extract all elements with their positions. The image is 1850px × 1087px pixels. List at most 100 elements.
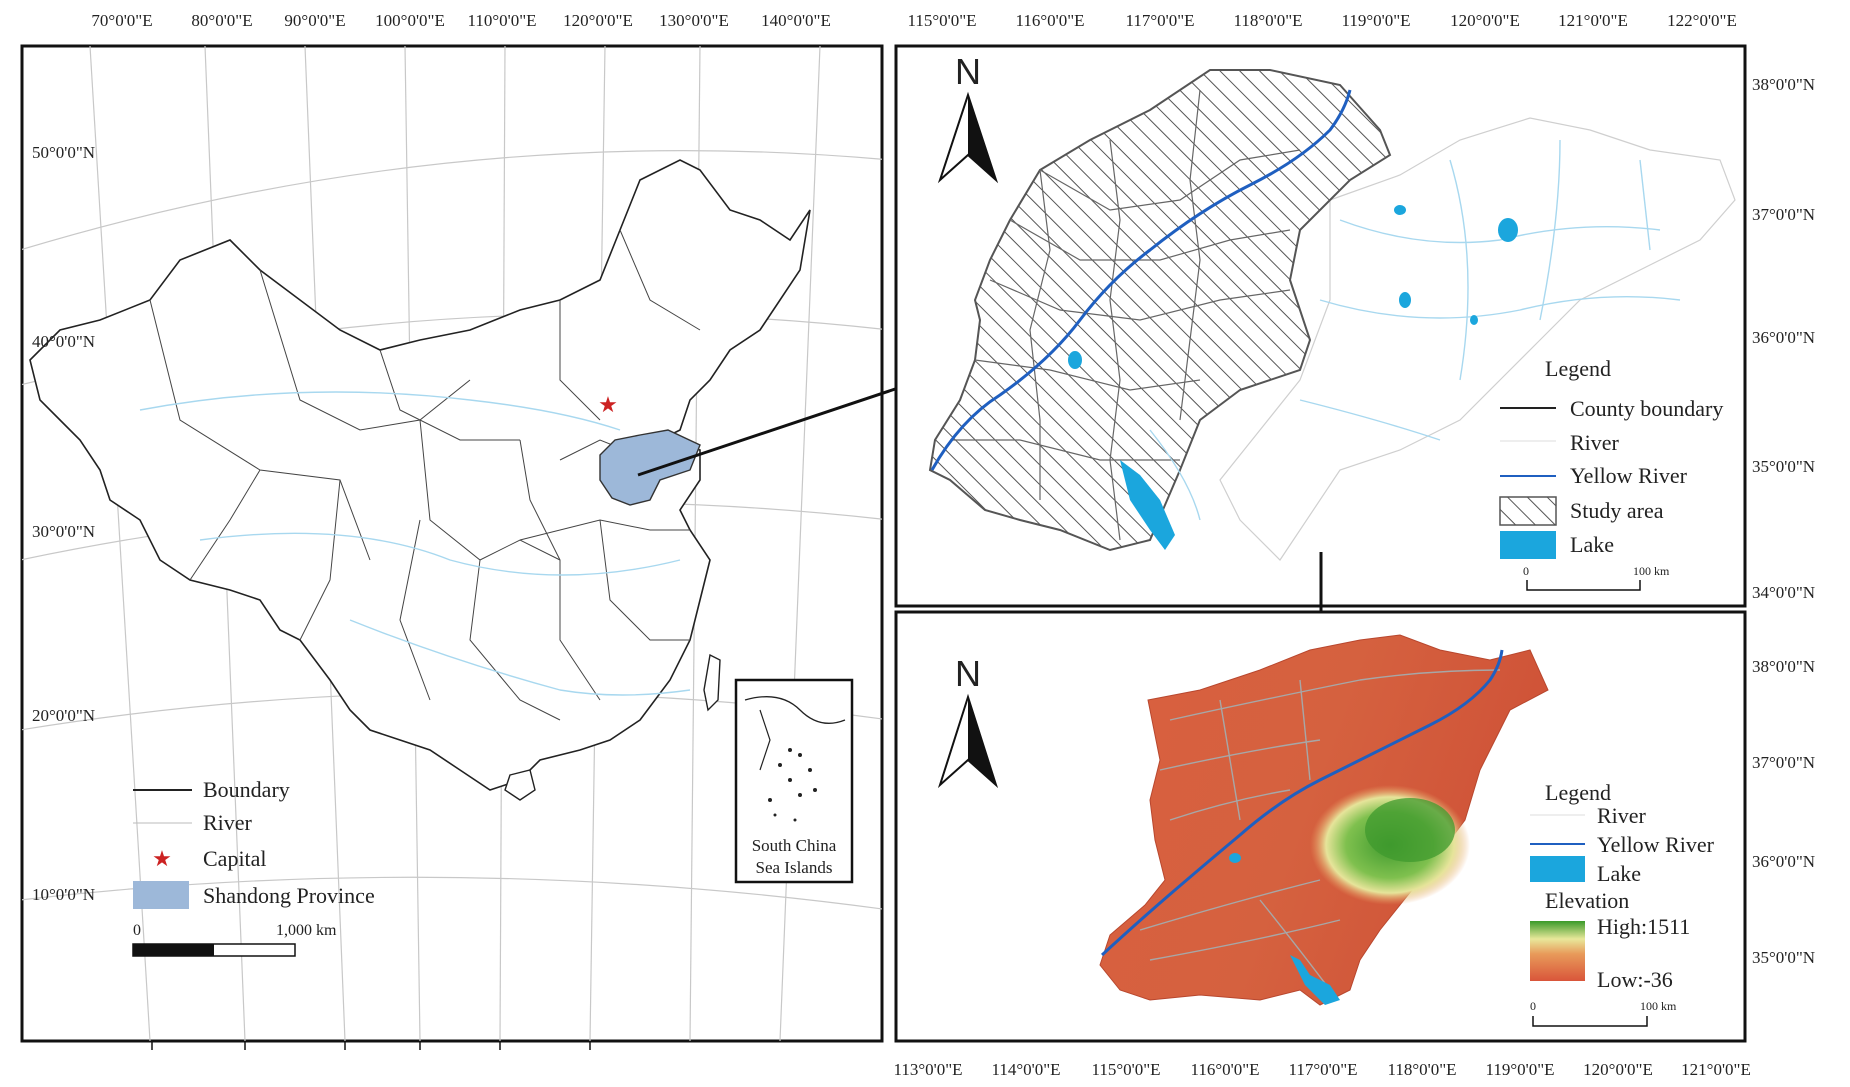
legend-bottom-lake-label: Lake [1597, 861, 1641, 886]
tick-br-120e: 120°0'0"E [1583, 1060, 1653, 1079]
legend-river-label: River [203, 810, 253, 835]
shandong-province-shape [599, 429, 701, 506]
scale-max: 1,000 km [276, 922, 337, 939]
hainan-island [504, 769, 536, 801]
tick-top-90e: 90°0'0"E [284, 11, 345, 30]
top-scale-max: 100 km [1633, 564, 1670, 578]
elevation-legend: Legend River Yellow River Lake Elevation… [1530, 780, 1715, 1027]
tick-tr-116e: 116°0'0"E [1015, 11, 1084, 30]
tick-top-100e: 100°0'0"E [375, 11, 445, 30]
tick-left-50n: 50°0'0"N [32, 143, 95, 162]
tick-br-115e: 115°0'0"E [1091, 1060, 1160, 1079]
tick-left-10n: 10°0'0"N [32, 885, 95, 904]
china-map-panel: ★ South China Sea Islands Boundary River… [20, 11, 967, 1043]
study-area-legend: Legend County boundary River Yellow Rive… [1499, 356, 1723, 591]
tick-tr-36n: 36°0'0"N [1752, 328, 1815, 347]
tick-left-30n: 30°0'0"N [32, 522, 95, 541]
tick-br-37n: 37°0'0"N [1752, 753, 1815, 772]
tick-br-38n: 38°0'0"N [1752, 657, 1815, 676]
legend-bottom-lake-swatch [1530, 856, 1585, 882]
tick-br-117e: 117°0'0"E [1288, 1060, 1357, 1079]
legend-elevation-low: Low:-36 [1597, 967, 1673, 992]
legend-shandong-label: Shandong Province [203, 883, 375, 908]
legend-boundary-label: Boundary [203, 777, 290, 802]
eastern-shandong-region [1219, 117, 1736, 561]
bottom-scale-max: 100 km [1640, 999, 1677, 1013]
tick-top-110e: 110°0'0"E [467, 11, 536, 30]
china-rivers [139, 391, 691, 696]
tick-tr-37n: 37°0'0"N [1752, 205, 1815, 224]
legend-capital-label: Capital [203, 846, 267, 871]
north-label-top: N [955, 51, 981, 92]
legend-bottom-title: Legend [1545, 780, 1611, 805]
tick-tr-118e: 118°0'0"E [1233, 11, 1302, 30]
tick-left-40n: 40°0'0"N [32, 332, 95, 351]
tick-tr-121e: 121°0'0"E [1558, 11, 1628, 30]
legend-top-lake-label: Lake [1570, 532, 1614, 557]
tick-tr-117e: 117°0'0"E [1125, 11, 1194, 30]
legend-county-label: County boundary [1570, 396, 1723, 421]
legend-study-area-label: Study area [1570, 498, 1664, 523]
china-outline [29, 159, 811, 791]
bottom-scale-zero: 0 [1530, 999, 1536, 1013]
bottom-right-side-ticks: 38°0'0"N 37°0'0"N 36°0'0"N 35°0'0"N [1752, 657, 1815, 967]
county-boundaries [950, 89, 1301, 541]
tick-tr-35n: 35°0'0"N [1752, 457, 1815, 476]
tick-br-121e: 121°0'0"E [1681, 1060, 1751, 1079]
tick-tr-34n: 34°0'0"N [1752, 583, 1815, 602]
legend-study-area-swatch [1499, 496, 1557, 526]
legend-top-river-label: River [1570, 430, 1620, 455]
tick-tr-120e: 120°0'0"E [1450, 11, 1520, 30]
capital-star-icon: ★ [598, 392, 618, 417]
tick-br-114e: 114°0'0"E [991, 1060, 1060, 1079]
tick-br-35n: 35°0'0"N [1752, 948, 1815, 967]
tick-top-130e: 130°0'0"E [659, 11, 729, 30]
shandong-study-area-panel: N [894, 11, 1815, 608]
tick-top-80e: 80°0'0"E [191, 11, 252, 30]
south-china-sea-inset: South China Sea Islands [734, 678, 854, 884]
tick-left-20n: 20°0'0"N [32, 706, 95, 725]
elevation-rivers [1139, 669, 1501, 991]
top-right-side-ticks: 38°0'0"N 37°0'0"N 36°0'0"N 35°0'0"N 34°0… [1752, 75, 1815, 602]
tick-top-120e: 120°0'0"E [563, 11, 633, 30]
bottom-scale-bar [1532, 1016, 1648, 1027]
north-arrow-shade [968, 95, 996, 180]
legend-elevation-ramp [1530, 921, 1585, 981]
scale-zero: 0 [133, 922, 141, 939]
tick-br-36n: 36°0'0"N [1752, 852, 1815, 871]
legend-elevation-high: High:1511 [1597, 914, 1690, 939]
scale-bar-fill [133, 944, 214, 956]
legend-capital-star-icon: ★ [152, 846, 172, 871]
china-legend: Boundary River ★ Capital Shandong Provin… [132, 777, 375, 957]
yellow-river-bottom [1100, 649, 1504, 957]
lakes-top [1068, 205, 1518, 550]
inset-label-line1: South China [752, 836, 837, 855]
legend-top-lake-swatch [1500, 531, 1556, 559]
mountain-peak-area [1365, 798, 1455, 862]
left-top-ticks: 70°0'0"E 80°0'0"E 90°0'0"E 100°0'0"E 110… [91, 11, 830, 30]
legend-top-title: Legend [1545, 356, 1611, 381]
tick-tr-115e: 115°0'0"E [907, 11, 976, 30]
top-right-top-ticks: 115°0'0"E 116°0'0"E 117°0'0"E 118°0'0"E … [907, 11, 1736, 30]
inset-label-line2: Sea Islands [756, 858, 833, 877]
yellow-river-top [930, 89, 1352, 471]
top-scale-bar [1526, 580, 1641, 591]
tick-br-118e: 118°0'0"E [1387, 1060, 1456, 1079]
bottom-right-bottom-ticks: 113°0'0"E 114°0'0"E 115°0'0"E 116°0'0"E … [893, 1060, 1750, 1079]
shandong-rivers [1149, 139, 1681, 521]
left-bottom-ticks [151, 1041, 591, 1050]
tick-br-116e: 116°0'0"E [1190, 1060, 1259, 1079]
legend-bottom-yellow-river-label: Yellow River [1597, 832, 1715, 857]
province-boundaries [149, 229, 701, 721]
lakes-bottom [1229, 853, 1340, 1005]
tick-top-140e: 140°0'0"E [761, 11, 831, 30]
tick-tr-38n: 38°0'0"N [1752, 75, 1815, 94]
tick-br-119e: 119°0'0"E [1485, 1060, 1554, 1079]
elevation-panel: N Legend River Y [893, 610, 1815, 1079]
legend-top-yellow-river-label: Yellow River [1570, 463, 1688, 488]
legend-bottom-river-label: River [1597, 803, 1647, 828]
tick-tr-119e: 119°0'0"E [1341, 11, 1410, 30]
top-scale-zero: 0 [1523, 564, 1529, 578]
left-side-ticks: 50°0'0"N 40°0'0"N 30°0'0"N 20°0'0"N 10°0… [32, 143, 95, 904]
